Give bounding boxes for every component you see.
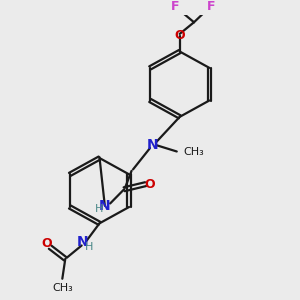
Text: F: F (170, 0, 179, 13)
Text: H: H (85, 242, 94, 253)
Text: O: O (144, 178, 155, 190)
Text: H: H (95, 204, 104, 214)
Text: CH₃: CH₃ (52, 283, 73, 293)
Text: N: N (99, 199, 111, 213)
Text: O: O (41, 237, 52, 250)
Text: CH₃: CH₃ (184, 147, 204, 157)
Text: F: F (207, 0, 215, 13)
Text: N: N (76, 235, 88, 249)
Text: O: O (174, 29, 185, 42)
Text: N: N (147, 138, 159, 152)
